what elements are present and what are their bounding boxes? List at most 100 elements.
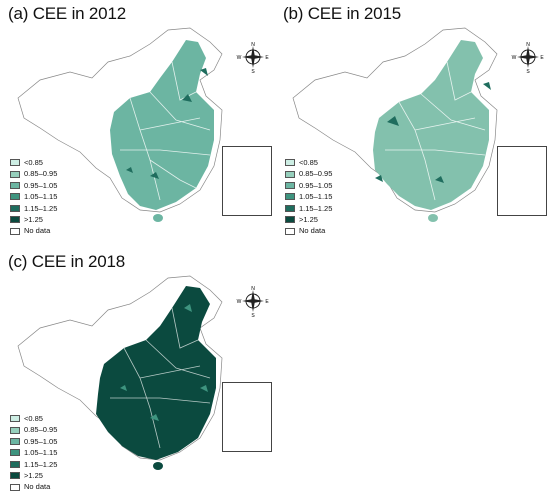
legend-label: No data — [24, 226, 51, 236]
legend-swatch — [285, 193, 295, 201]
legend-item: <0.85 — [285, 157, 332, 168]
legend-item: >1.25 — [285, 214, 332, 225]
legend-item: 0.85–0.95 — [10, 424, 57, 435]
legend-swatch — [10, 449, 20, 457]
legend-swatch — [10, 472, 20, 480]
legend-item: 0.85–0.95 — [10, 168, 57, 179]
south-china-sea-inset — [222, 146, 272, 216]
compass-s: S — [251, 313, 255, 318]
legend-label: <0.85 — [24, 414, 43, 423]
legend-swatch — [285, 204, 295, 212]
legend-label: 0.85–0.95 — [299, 169, 333, 179]
province-borders — [385, 61, 486, 201]
legend-item: 0.95–1.05 — [285, 180, 332, 191]
legend-item: 0.85–0.95 — [285, 168, 332, 179]
legend-label: 0.85–0.95 — [24, 425, 58, 435]
legend-label: No data — [299, 226, 326, 236]
compass-n: N — [251, 286, 255, 292]
panel-title: (a) CEE in 2012 — [8, 4, 126, 23]
legend-label: 0.95–1.05 — [24, 436, 58, 446]
map-legend: <0.85 0.85–0.95 0.95–1.05 1.05–1.15 1.15–1.2… — [10, 157, 57, 237]
legend-label: 1.15–1.25 — [24, 459, 58, 469]
legend-label: 1.15–1.25 — [299, 203, 333, 213]
map-panel-2015: (b) CEE in 2015 N S W E <0.85 0.85–0.95 0.… — [275, 0, 550, 245]
legend-swatch — [285, 181, 295, 189]
dark-patches — [126, 68, 208, 179]
compass-e: E — [265, 299, 269, 305]
legend-item: <0.85 — [10, 413, 57, 424]
legend-swatch — [10, 415, 20, 423]
panel-title: (b) CEE in 2015 — [283, 4, 401, 23]
legend-label: 1.15–1.25 — [24, 203, 58, 213]
compass-w: W — [512, 55, 517, 61]
legend-label: No data — [24, 482, 51, 492]
legend-item: 1.15–1.25 — [10, 203, 57, 214]
legend-item: No data — [285, 225, 332, 236]
legend-swatch — [10, 159, 20, 167]
compass-e: E — [265, 55, 269, 61]
legend-label: >1.25 — [24, 470, 43, 480]
legend-item: >1.25 — [10, 470, 57, 481]
legend-swatch — [10, 227, 20, 235]
legend-item: No data — [10, 481, 57, 492]
map-panel-2018: (c) CEE in 2018 N S W E <0.85 0.85–0.95 0.… — [0, 248, 275, 493]
legend-label: 1.05–1.15 — [24, 192, 58, 202]
legend-item: 1.05–1.15 — [10, 191, 57, 202]
map-region-fill — [110, 40, 214, 210]
legend-item: 1.05–1.15 — [10, 447, 57, 458]
south-china-sea-inset — [497, 146, 547, 216]
legend-swatch — [10, 181, 20, 189]
compass-w: W — [237, 299, 242, 305]
legend-item: 0.95–1.05 — [10, 180, 57, 191]
legend-swatch — [10, 426, 20, 434]
legend-item: 0.95–1.05 — [10, 436, 57, 447]
map-panel-2012: (a) CEE in 2012 N S W E <0.85 0.85–0.95 0.… — [0, 0, 275, 245]
legend-item: 1.05–1.15 — [285, 191, 332, 202]
hainan-island — [153, 462, 163, 470]
legend-swatch — [10, 216, 20, 224]
china-map — [17, 27, 223, 222]
legend-label: >1.25 — [24, 214, 43, 224]
province-borders — [120, 61, 211, 201]
legend-swatch — [10, 460, 20, 468]
legend-swatch — [285, 216, 295, 224]
map-region-fill — [96, 286, 216, 460]
legend-item: <0.85 — [10, 157, 57, 168]
legend-label: <0.85 — [299, 158, 318, 167]
compass-n: N — [526, 42, 530, 48]
compass-w: W — [237, 55, 242, 61]
compass-s: S — [251, 69, 255, 74]
compass-n: N — [251, 42, 255, 48]
hainan-island — [428, 214, 438, 222]
compass-s: S — [526, 69, 530, 74]
legend-swatch — [10, 193, 20, 201]
legend-item: 1.15–1.25 — [10, 459, 57, 470]
legend-item: No data — [10, 225, 57, 236]
province-borders — [110, 307, 211, 449]
map-region-fill — [373, 40, 489, 210]
legend-swatch — [10, 170, 20, 178]
china-map — [292, 27, 498, 222]
hainan-island — [153, 214, 163, 222]
legend-label: 1.05–1.15 — [24, 448, 58, 458]
legend-label: <0.85 — [24, 158, 43, 167]
legend-label: 0.95–1.05 — [299, 180, 333, 190]
legend-swatch — [285, 227, 295, 235]
compass-rose-icon: N S W E — [512, 42, 545, 74]
legend-label: 0.95–1.05 — [24, 180, 58, 190]
legend-swatch — [10, 204, 20, 212]
map-legend: <0.85 0.85–0.95 0.95–1.05 1.05–1.15 1.15–1.2… — [10, 413, 57, 493]
compass-e: E — [540, 55, 544, 61]
legend-label: 1.05–1.15 — [299, 192, 333, 202]
compass-rose-icon: N S W E — [237, 42, 270, 74]
legend-swatch — [10, 437, 20, 445]
legend-label: >1.25 — [299, 214, 318, 224]
china-map — [17, 275, 223, 470]
legend-item: 1.15–1.25 — [285, 203, 332, 214]
legend-swatch — [285, 159, 295, 167]
legend-swatch — [285, 170, 295, 178]
legend-label: 0.85–0.95 — [24, 169, 58, 179]
map-legend: <0.85 0.85–0.95 0.95–1.05 1.05–1.15 1.15–1.2… — [285, 157, 332, 237]
legend-swatch — [10, 483, 20, 491]
compass-rose-icon: N S W E — [237, 286, 270, 318]
